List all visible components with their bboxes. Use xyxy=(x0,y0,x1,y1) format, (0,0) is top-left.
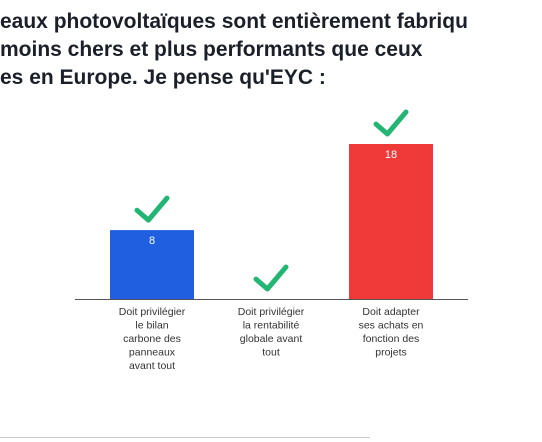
check-icon xyxy=(134,195,170,223)
bar-value-label: 8 xyxy=(149,235,155,247)
category-label: Doit privilégier la rentabilité globale av… xyxy=(238,306,305,359)
category-label: Doit adapter ses achats en fonction des pro… xyxy=(359,306,424,359)
question-text: eaux photovoltaïques sont entièrement fa… xyxy=(0,8,542,92)
bar-value-label: 18 xyxy=(385,149,397,161)
question-line: es en Europe. Je pense qu'EYC : xyxy=(0,66,326,89)
check-icon xyxy=(373,109,409,137)
check-icon xyxy=(253,264,289,292)
bar-3 xyxy=(349,144,433,299)
question-line: eaux photovoltaïques sont entièrement fa… xyxy=(0,10,468,33)
footer-divider xyxy=(0,437,370,438)
bar-1 xyxy=(110,230,194,299)
question-line: moins chers et plus performants que ceux xyxy=(0,38,423,61)
category-label: Doit privilégier le bilan carbone des panne… xyxy=(119,306,186,372)
